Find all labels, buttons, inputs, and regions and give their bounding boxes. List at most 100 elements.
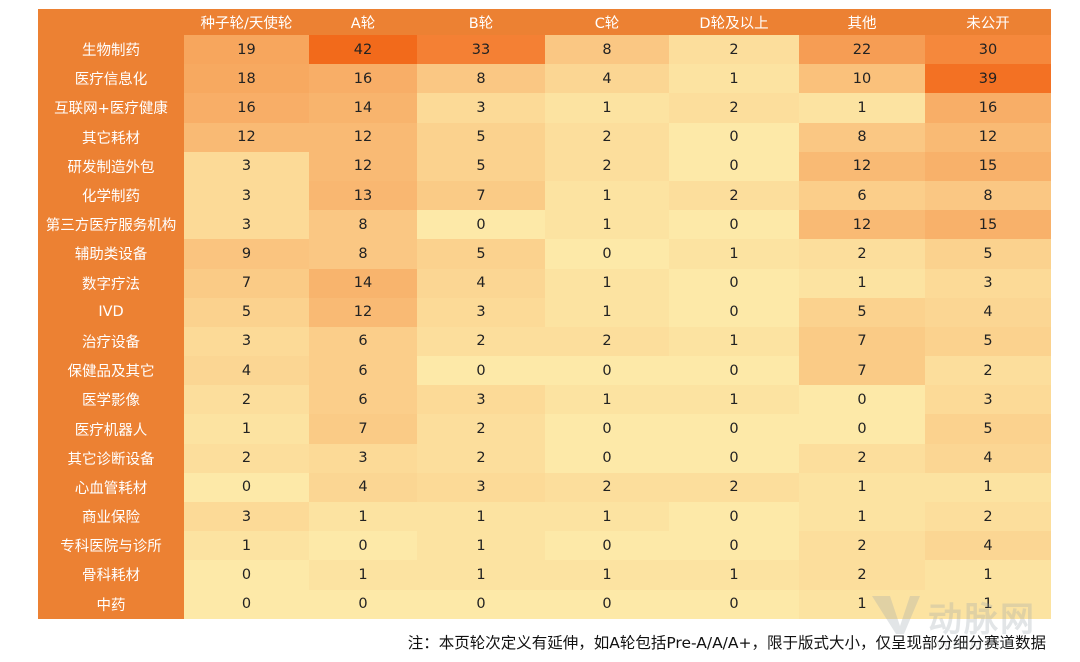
heatmap-cell: 7 xyxy=(417,180,545,211)
heatmap-cell: 3 xyxy=(184,180,309,211)
heatmap-cell: 5 xyxy=(417,151,545,181)
heatmap-cell: 5 xyxy=(184,297,309,327)
row-label: 保健品及其它 xyxy=(38,356,184,386)
heatmap-row: 互联网+医疗健康 16 14 3 1 2 1 16 xyxy=(38,93,1051,123)
heatmap-row: 医疗信息化 18 16 8 4 1 10 39 xyxy=(38,64,1051,94)
heatmap-cell: 0 xyxy=(669,443,799,473)
heatmap-cell: 1 xyxy=(669,64,799,94)
column-header: 种子轮/天使轮 xyxy=(184,9,309,35)
heatmap-cell: 1 xyxy=(925,472,1051,502)
heatmap-cell: 14 xyxy=(309,268,417,298)
heatmap-cell: 9 xyxy=(184,239,309,269)
heatmap-cell: 42 xyxy=(309,35,417,65)
watermark-sub: VCBEAT.TOP xyxy=(936,638,1014,651)
heatmap-cell: 1 xyxy=(417,531,545,561)
heatmap-cell: 19 xyxy=(184,35,309,65)
heatmap-cell: 15 xyxy=(925,151,1051,181)
heatmap-cell: 4 xyxy=(925,443,1051,473)
heatmap-cell: 3 xyxy=(417,93,545,123)
row-label: 其它耗材 xyxy=(38,122,184,152)
heatmap-cell: 1 xyxy=(545,560,669,590)
heatmap-cell: 0 xyxy=(669,151,799,181)
heatmap-cell: 3 xyxy=(417,297,545,327)
column-header: A轮 xyxy=(309,9,417,35)
heatmap-cell: 3 xyxy=(925,268,1051,298)
heatmap-cell: 8 xyxy=(799,122,925,152)
heatmap-cell: 7 xyxy=(799,326,925,357)
heatmap-cell: 3 xyxy=(184,210,309,240)
heatmap-table: 种子轮/天使轮 A轮 B轮 C轮 D轮及以上 其他 未公开 生物制药 19 42 33 8 2 22 30… xyxy=(38,9,1051,619)
heatmap-cell: 2 xyxy=(184,443,309,473)
heatmap-cell: 6 xyxy=(309,356,417,386)
heatmap-cell: 1 xyxy=(799,472,925,502)
heatmap-cell: 2 xyxy=(799,560,925,590)
heatmap-cell: 7 xyxy=(184,268,309,298)
watermark-logo: 动脉网 VCBEAT.TOP xyxy=(868,592,1068,658)
row-label: 专科医院与诊所 xyxy=(38,531,184,561)
heatmap-cell: 1 xyxy=(799,502,925,532)
heatmap-row: 第三方医疗服务机构 3 8 0 1 0 12 15 xyxy=(38,210,1051,240)
heatmap-row: 医疗机器人 1 7 2 0 0 0 5 xyxy=(38,414,1051,444)
heatmap-cell: 0 xyxy=(669,210,799,240)
heatmap-cell: 1 xyxy=(184,414,309,444)
heatmap-cell: 0 xyxy=(669,531,799,561)
heatmap-cell: 1 xyxy=(669,239,799,269)
heatmap-cell: 5 xyxy=(417,239,545,269)
heatmap-cell: 1 xyxy=(545,297,669,327)
heatmap-cell: 0 xyxy=(545,443,669,473)
row-label: 其它诊断设备 xyxy=(38,443,184,473)
heatmap-cell: 0 xyxy=(669,297,799,327)
heatmap-row: 医学影像 2 6 3 1 1 0 3 xyxy=(38,385,1051,415)
heatmap-cell: 2 xyxy=(669,93,799,123)
heatmap-cell: 12 xyxy=(925,122,1051,152)
row-label: 第三方医疗服务机构 xyxy=(38,210,184,240)
row-label: 心血管耗材 xyxy=(38,472,184,502)
heatmap-cell: 0 xyxy=(669,268,799,298)
heatmap-cell: 0 xyxy=(799,385,925,415)
heatmap-cell: 0 xyxy=(799,414,925,444)
heatmap-cell: 0 xyxy=(669,356,799,386)
footnote: 注：本页轮次定义有延伸，如A轮包括Pre-A/A/A+，限于版式大小，仅呈现部分… xyxy=(407,634,1046,652)
heatmap-cell: 0 xyxy=(669,414,799,444)
heatmap-cell: 4 xyxy=(925,531,1051,561)
heatmap-cell: 3 xyxy=(925,385,1051,415)
heatmap-cell: 3 xyxy=(184,326,309,357)
heatmap-cell: 1 xyxy=(799,589,925,619)
heatmap-cell: 4 xyxy=(417,268,545,298)
heatmap-cell: 1 xyxy=(417,502,545,532)
column-header: 其他 xyxy=(799,9,925,35)
heatmap-cell: 1 xyxy=(545,502,669,532)
heatmap-cell: 15 xyxy=(925,210,1051,240)
heatmap-cell: 0 xyxy=(545,414,669,444)
heatmap-cell: 3 xyxy=(309,443,417,473)
heatmap-row: 数字疗法 7 14 4 1 0 1 3 xyxy=(38,268,1051,298)
heatmap-cell: 3 xyxy=(417,472,545,502)
heatmap-cell: 2 xyxy=(799,239,925,269)
heatmap-cell: 12 xyxy=(799,151,925,181)
heatmap-cell: 13 xyxy=(309,180,417,211)
heatmap-cell: 2 xyxy=(545,151,669,181)
row-label: 骨科耗材 xyxy=(38,560,184,590)
heatmap-cell: 1 xyxy=(669,560,799,590)
heatmap-cell: 8 xyxy=(417,64,545,94)
heatmap-cell: 1 xyxy=(545,268,669,298)
heatmap-cell: 0 xyxy=(545,356,669,386)
heatmap-cell: 33 xyxy=(417,35,545,65)
heatmap-cell: 5 xyxy=(417,122,545,152)
heatmap-cell: 0 xyxy=(417,210,545,240)
heatmap-cell: 1 xyxy=(309,502,417,532)
heatmap-cell: 2 xyxy=(184,385,309,415)
heatmap-row: 生物制药 19 42 33 8 2 22 30 xyxy=(38,35,1051,65)
heatmap-cell: 1 xyxy=(545,210,669,240)
heatmap-cell: 12 xyxy=(799,210,925,240)
heatmap-cell: 8 xyxy=(545,35,669,65)
heatmap-cell: 12 xyxy=(309,151,417,181)
heatmap-cell: 0 xyxy=(545,531,669,561)
heatmap-row: 保健品及其它 4 6 0 0 0 7 2 xyxy=(38,356,1051,386)
row-label: 治疗设备 xyxy=(38,326,184,357)
row-label: 中药 xyxy=(38,589,184,619)
row-label: 医疗信息化 xyxy=(38,64,184,94)
heatmap-cell: 2 xyxy=(669,35,799,65)
heatmap-cell: 2 xyxy=(799,443,925,473)
heatmap-cell: 14 xyxy=(309,93,417,123)
